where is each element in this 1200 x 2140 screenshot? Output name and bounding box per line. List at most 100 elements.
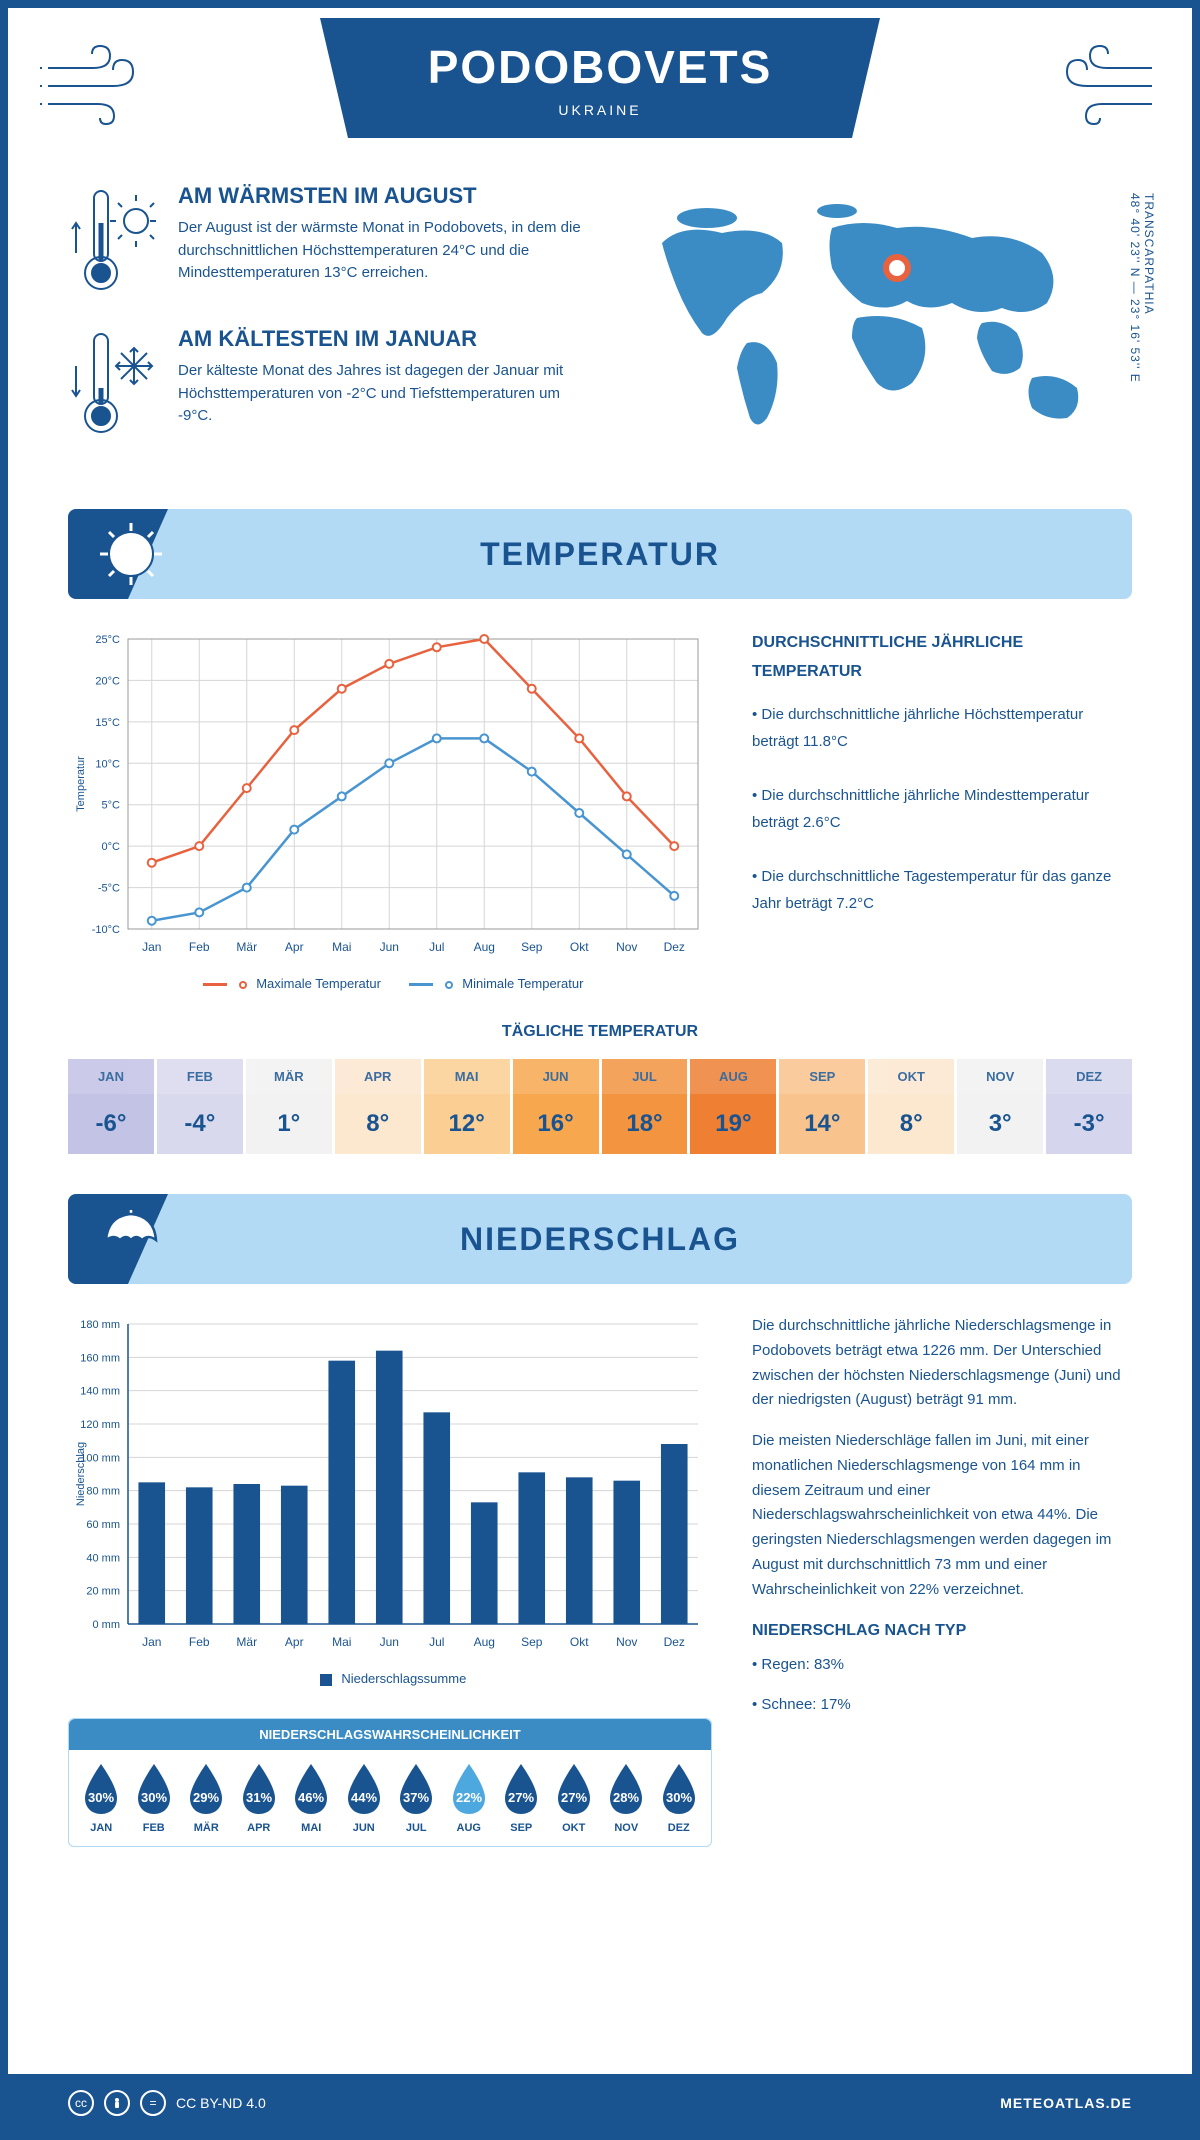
temp-text: DURCHSCHNITTLICHE JÄHRLICHE TEMPERATUR •… — [752, 629, 1132, 1003]
svg-text:20°C: 20°C — [95, 675, 120, 687]
daily-cell: NOV3° — [957, 1059, 1043, 1154]
temp-b2: • Die durchschnittliche jährliche Mindes… — [752, 782, 1132, 836]
region-label: TRANSCARPATHIA — [1142, 193, 1156, 315]
sun-icon — [98, 521, 164, 592]
cc-icon: cc — [68, 2090, 94, 2116]
prob-cell: 30% JAN — [77, 1762, 126, 1834]
svg-text:Apr: Apr — [285, 940, 304, 954]
prob-cell: 27% SEP — [497, 1762, 546, 1834]
fact-warm-title: AM WÄRMSTEN IM AUGUST — [178, 183, 592, 209]
svg-text:22%: 22% — [456, 1790, 482, 1805]
prob-row: 30% JAN 30% FEB 29% MÄR — [69, 1750, 711, 1846]
precip-t1: • Regen: 83% — [752, 1653, 1132, 1678]
daily-cell: JAN-6° — [68, 1059, 154, 1154]
world-map: TRANSCARPATHIA 48° 40' 23'' N — 23° 16' … — [632, 183, 1132, 469]
site-name: METEOATLAS.DE — [1000, 2095, 1132, 2111]
temp-b3: • Die durchschnittliche Tagestemperatur … — [752, 863, 1132, 917]
thermometer-hot-icon — [68, 183, 158, 298]
svg-text:Dez: Dez — [664, 1635, 685, 1649]
svg-text:29%: 29% — [193, 1790, 219, 1805]
svg-text:30%: 30% — [88, 1790, 114, 1805]
daily-cell: JUN16° — [513, 1059, 599, 1154]
daily-title: TÄGLICHE TEMPERATUR — [68, 1023, 1132, 1041]
precip-type-title: NIEDERSCHLAG NACH TYP — [752, 1618, 1132, 1644]
svg-text:20 mm: 20 mm — [86, 1586, 120, 1598]
legend-min: Minimale Temperatur — [462, 976, 583, 991]
svg-text:120 mm: 120 mm — [80, 1419, 120, 1431]
temp-b1: • Die durchschnittliche jährliche Höchst… — [752, 701, 1132, 755]
facts-row: AM WÄRMSTEN IM AUGUST Der August ist der… — [8, 183, 1192, 499]
section-bar-precip: NIEDERSCHLAG — [68, 1194, 1132, 1284]
svg-text:27%: 27% — [561, 1790, 587, 1805]
title-banner: PODOBOVETS UKRAINE — [320, 18, 880, 138]
svg-text:5°C: 5°C — [102, 800, 121, 812]
header: PODOBOVETS UKRAINE — [8, 8, 1192, 183]
nd-icon: = — [140, 2090, 166, 2116]
daily-cell: FEB-4° — [157, 1059, 243, 1154]
daily-cell: AUG19° — [690, 1059, 776, 1154]
daily-cell: DEZ-3° — [1046, 1059, 1132, 1154]
prob-box: NIEDERSCHLAGSWAHRSCHEINLICHKEIT 30% JAN … — [68, 1718, 712, 1847]
precip-chart-area: 0 mm20 mm40 mm60 mm80 mm100 mm120 mm140 … — [68, 1314, 712, 1847]
svg-text:Niederschlag: Niederschlag — [75, 1442, 87, 1506]
fact-cold-text: Der kälteste Monat des Jahres ist dagege… — [178, 360, 592, 428]
prob-cell: 30% DEZ — [655, 1762, 704, 1834]
svg-text:Jan: Jan — [142, 1635, 161, 1649]
daily-cell: MÄR1° — [246, 1059, 332, 1154]
daily-cell: OKT8° — [868, 1059, 954, 1154]
country-label: UKRAINE — [420, 102, 780, 118]
svg-text:-5°C: -5°C — [98, 883, 120, 895]
svg-text:Temperatur: Temperatur — [75, 756, 87, 812]
umbrella-icon — [98, 1206, 164, 1277]
city-title: PODOBOVETS — [420, 40, 780, 94]
temp-chart: -10°C-5°C0°C5°C10°C15°C20°C25°CJanFebMär… — [68, 629, 712, 1003]
svg-text:Nov: Nov — [616, 940, 637, 954]
prob-cell: 22% AUG — [445, 1762, 494, 1834]
svg-text:Okt: Okt — [570, 940, 589, 954]
legend-max: Maximale Temperatur — [256, 976, 381, 991]
svg-text:Mai: Mai — [332, 1635, 351, 1649]
daily-cell: JUL18° — [602, 1059, 688, 1154]
prob-cell: 37% JUL — [392, 1762, 441, 1834]
weather-infographic: PODOBOVETS UKRAINE — [0, 0, 1200, 2140]
footer: cc = CC BY-ND 4.0 METEOATLAS.DE — [8, 2074, 1192, 2132]
svg-text:44%: 44% — [351, 1790, 377, 1805]
coordinates: TRANSCARPATHIA 48° 40' 23'' N — 23° 16' … — [1128, 193, 1156, 383]
fact-coldest: AM KÄLTESTEN IM JANUAR Der kälteste Mona… — [68, 326, 592, 441]
prob-cell: 28% NOV — [602, 1762, 651, 1834]
fact-cold-title: AM KÄLTESTEN IM JANUAR — [178, 326, 592, 352]
precip-legend: Niederschlagssumme — [68, 1659, 712, 1698]
svg-text:15°C: 15°C — [95, 717, 120, 729]
svg-text:Feb: Feb — [189, 940, 210, 954]
svg-text:0°C: 0°C — [102, 841, 121, 853]
daily-temp-table: JAN-6°FEB-4°MÄR1°APR8°MAI12°JUN16°JUL18°… — [68, 1059, 1132, 1154]
svg-text:Nov: Nov — [616, 1635, 637, 1649]
facts-col: AM WÄRMSTEN IM AUGUST Der August ist der… — [68, 183, 592, 469]
svg-text:140 mm: 140 mm — [80, 1386, 120, 1398]
svg-text:25°C: 25°C — [95, 634, 120, 646]
svg-text:80 mm: 80 mm — [86, 1486, 120, 1498]
precip-section-title: NIEDERSCHLAG — [460, 1221, 740, 1258]
svg-text:Okt: Okt — [570, 1635, 589, 1649]
svg-text:40 mm: 40 mm — [86, 1552, 120, 1564]
prob-cell: 31% APR — [235, 1762, 284, 1834]
svg-text:Jun: Jun — [380, 1635, 399, 1649]
svg-text:Jul: Jul — [429, 1635, 444, 1649]
license: cc = CC BY-ND 4.0 — [68, 2090, 266, 2116]
svg-text:0 mm: 0 mm — [93, 1619, 121, 1631]
svg-text:60 mm: 60 mm — [86, 1519, 120, 1531]
svg-text:30%: 30% — [141, 1790, 167, 1805]
fact-warmest: AM WÄRMSTEN IM AUGUST Der August ist der… — [68, 183, 592, 298]
section-bar-temp: TEMPERATUR — [68, 509, 1132, 599]
svg-text:Mär: Mär — [236, 940, 257, 954]
svg-text:28%: 28% — [613, 1790, 639, 1805]
precip-p2: Die meisten Niederschläge fallen im Juni… — [752, 1429, 1132, 1602]
svg-text:Jun: Jun — [380, 940, 399, 954]
prob-cell: 46% MAI — [287, 1762, 336, 1834]
prob-cell: 27% OKT — [550, 1762, 599, 1834]
wind-icon-left — [38, 38, 158, 133]
svg-text:Aug: Aug — [474, 1635, 495, 1649]
svg-text:46%: 46% — [298, 1790, 324, 1805]
svg-text:Feb: Feb — [189, 1635, 210, 1649]
svg-text:Dez: Dez — [664, 940, 685, 954]
